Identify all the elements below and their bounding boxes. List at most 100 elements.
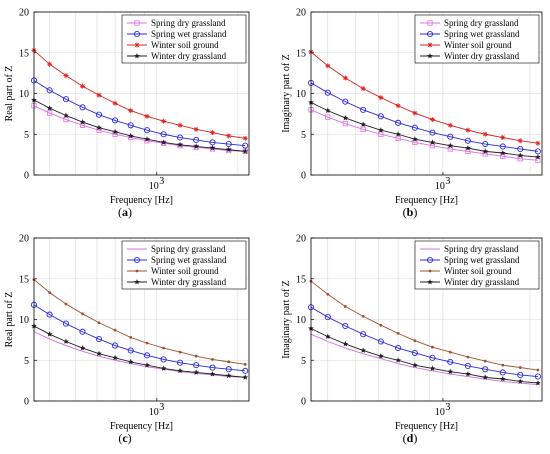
data-point — [143, 352, 151, 359]
legend-swatch-marker — [134, 20, 140, 26]
data-point — [161, 118, 167, 124]
data-point — [342, 322, 349, 330]
data-point — [176, 134, 184, 141]
data-point — [160, 131, 167, 138]
legend-swatch-marker — [427, 53, 433, 59]
data-point — [243, 362, 247, 366]
data-point — [129, 336, 133, 339]
legend-entry: Winter dry grassland — [444, 51, 520, 61]
data-point — [112, 100, 118, 106]
data-point — [112, 342, 119, 349]
data-point — [46, 331, 53, 337]
data-point — [342, 340, 349, 347]
data-point — [429, 354, 436, 361]
legend-swatch-marker — [133, 256, 141, 264]
data-point — [127, 132, 134, 139]
data-point — [535, 154, 541, 160]
data-point — [209, 130, 215, 136]
legend-swatch-marker — [427, 20, 433, 26]
legend-entry: Winter dry grassland — [151, 51, 227, 61]
data-point — [112, 354, 118, 361]
x-axis-label: Frequency [Hz] — [110, 195, 173, 206]
data-point — [447, 133, 454, 140]
data-point — [343, 305, 347, 308]
x-tick-label: 10 — [435, 407, 445, 418]
data-point — [518, 366, 522, 369]
series-line — [33, 49, 246, 139]
data-point — [48, 291, 52, 295]
series-line — [310, 280, 539, 371]
data-point — [395, 119, 402, 126]
data-point — [79, 328, 86, 335]
legend-entry: Spring dry grassland — [151, 18, 226, 28]
series-3 — [308, 99, 541, 160]
data-point — [447, 358, 454, 365]
data-point — [96, 92, 102, 98]
legend-entry: Spring wet grassland — [151, 255, 227, 265]
data-point — [501, 363, 505, 367]
y-tick-label: 15 — [19, 48, 29, 59]
legend-swatch-marker — [134, 42, 140, 48]
y-axis-label: Imaginary part of Z — [281, 280, 292, 359]
x-axis-label: Frequency [Hz] — [110, 421, 173, 432]
data-point — [162, 346, 165, 350]
data-point — [47, 61, 53, 67]
data-point — [176, 359, 184, 366]
data-point — [465, 371, 471, 377]
legend-entry: Spring dry grassland — [151, 244, 226, 254]
y-tick-label: 0 — [24, 171, 29, 182]
data-point — [411, 124, 418, 131]
legend-swatch-marker — [426, 30, 434, 38]
data-point — [483, 359, 487, 363]
data-point — [447, 122, 453, 128]
y-tick-label: 15 — [19, 274, 29, 285]
data-point — [447, 368, 454, 375]
data-point — [95, 111, 103, 118]
data-point — [412, 136, 418, 142]
data-point — [534, 148, 541, 155]
series-3 — [31, 323, 249, 380]
legend-entry: Winter dry grassland — [444, 277, 520, 287]
series-line — [33, 279, 246, 365]
data-point — [46, 87, 53, 94]
y-tick-label: 10 — [19, 89, 29, 100]
data-point — [395, 357, 401, 363]
data-point — [536, 368, 540, 372]
data-point — [324, 333, 331, 340]
y-tick-label: 5 — [24, 356, 29, 367]
data-point — [378, 95, 384, 101]
legend-swatch-marker — [426, 256, 434, 264]
data-point — [412, 362, 418, 368]
data-point — [113, 328, 117, 332]
data-point — [62, 96, 70, 103]
data-point — [517, 145, 524, 152]
x-axis-label: Frequency [Hz] — [395, 195, 458, 206]
panel-caption: (a) — [118, 205, 132, 219]
data-point — [482, 148, 489, 154]
data-point — [63, 112, 69, 118]
y-tick-label: 5 — [301, 130, 306, 141]
axes-frame — [33, 11, 250, 176]
series-0 — [33, 331, 246, 378]
data-point — [429, 365, 436, 371]
y-tick-label: 10 — [296, 315, 306, 326]
series-line — [33, 331, 246, 378]
data-point — [396, 331, 400, 335]
x-tick-exponent: 3 — [445, 402, 450, 413]
series-line — [310, 109, 538, 161]
data-point — [325, 63, 331, 69]
data-point — [361, 314, 365, 318]
data-point — [412, 110, 418, 116]
data-point — [360, 121, 366, 127]
data-point — [360, 347, 366, 353]
data-point — [144, 362, 150, 368]
y-tick-label: 0 — [301, 397, 306, 408]
data-point — [144, 113, 150, 119]
data-point — [225, 140, 232, 148]
data-point — [377, 113, 384, 120]
data-point — [342, 114, 349, 121]
y-tick-label: 10 — [19, 315, 29, 326]
